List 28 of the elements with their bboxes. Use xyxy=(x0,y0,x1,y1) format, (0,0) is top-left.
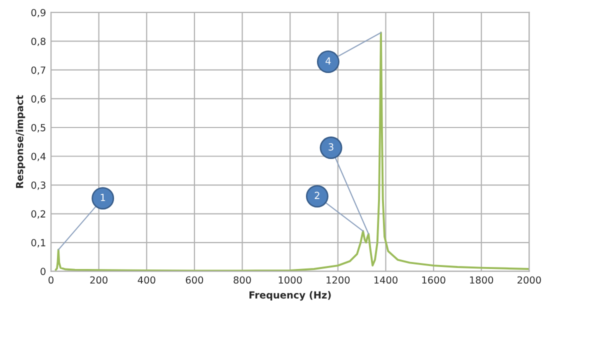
y-tick-label: 0,5 xyxy=(31,124,46,132)
x-tick-label: 400 xyxy=(138,276,156,284)
y-tick-label: 0,4 xyxy=(31,152,46,162)
y-tick-label: 0,2 xyxy=(31,210,46,219)
annotation: 2 xyxy=(314,192,320,199)
x-tick-label: 1600 xyxy=(422,276,446,284)
annotation: 3 xyxy=(328,143,334,151)
y-tick-label: 0,6 xyxy=(31,95,46,104)
x-tick-label: 2000 xyxy=(518,276,541,284)
x-tick-label: 1400 xyxy=(374,276,398,284)
y-tick-label: 0,7 xyxy=(31,66,46,75)
x-tick-label: 1800 xyxy=(470,276,494,284)
x-tick-label: 1000 xyxy=(278,276,302,284)
annotation: 4 xyxy=(326,57,331,64)
line-series xyxy=(54,32,530,272)
annotation: 1 xyxy=(100,194,106,202)
y-tick-label: 0,3 xyxy=(31,181,46,190)
y-tick-label: 0,1 xyxy=(31,239,46,248)
y-tick-label: 0,9 xyxy=(31,8,46,18)
x-tick-label: 200 xyxy=(90,276,108,284)
x-tick-label: 1200 xyxy=(326,276,350,284)
x-tick-label: 0 xyxy=(48,276,54,284)
x-axis-title: Frequency (Hz) xyxy=(250,291,331,301)
x-tick-label: 600 xyxy=(186,276,204,284)
y-tick-label: 0,8 xyxy=(31,38,46,46)
y-axis-title: Response/impact xyxy=(16,95,26,188)
y-tick-label: 0 xyxy=(40,268,46,276)
x-tick-label: 800 xyxy=(234,276,251,284)
